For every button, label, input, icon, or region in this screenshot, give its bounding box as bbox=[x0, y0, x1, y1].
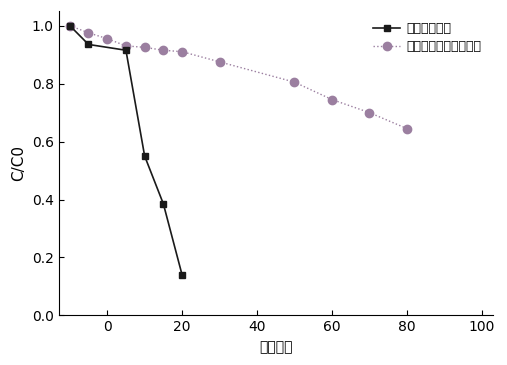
本发明催化剂 bbox=[86, 42, 92, 47]
Y-axis label: C/C0: C/C0 bbox=[11, 145, 26, 181]
本发明催化剂 bbox=[179, 273, 185, 277]
文献方法制备的催化剂 bbox=[123, 44, 129, 48]
Line: 本发明催化剂: 本发明催化剂 bbox=[66, 22, 186, 278]
文献方法制备的催化剂 bbox=[366, 110, 372, 115]
文献方法制备的催化剂 bbox=[179, 50, 185, 54]
文献方法制备的催化剂 bbox=[67, 23, 73, 28]
文献方法制备的催化剂 bbox=[141, 45, 148, 50]
文献方法制备的催化剂 bbox=[216, 59, 223, 64]
文献方法制备的催化剂 bbox=[160, 48, 166, 53]
文献方法制备的催化剂 bbox=[292, 80, 298, 84]
本发明催化剂 bbox=[141, 154, 148, 158]
Line: 文献方法制备的催化剂: 文献方法制备的催化剂 bbox=[65, 22, 411, 132]
本发明催化剂 bbox=[67, 23, 73, 28]
本发明催化剂 bbox=[123, 48, 129, 53]
文献方法制备的催化剂 bbox=[104, 36, 110, 41]
X-axis label: 时间分钟: 时间分钟 bbox=[259, 340, 293, 354]
文献方法制备的催化剂 bbox=[329, 97, 335, 102]
本发明催化剂 bbox=[160, 202, 166, 206]
文献方法制备的催化剂 bbox=[404, 126, 410, 131]
Legend: 本发明催化剂, 文献方法制备的催化剂: 本发明催化剂, 文献方法制备的催化剂 bbox=[368, 18, 487, 58]
文献方法制备的催化剂 bbox=[86, 31, 92, 35]
